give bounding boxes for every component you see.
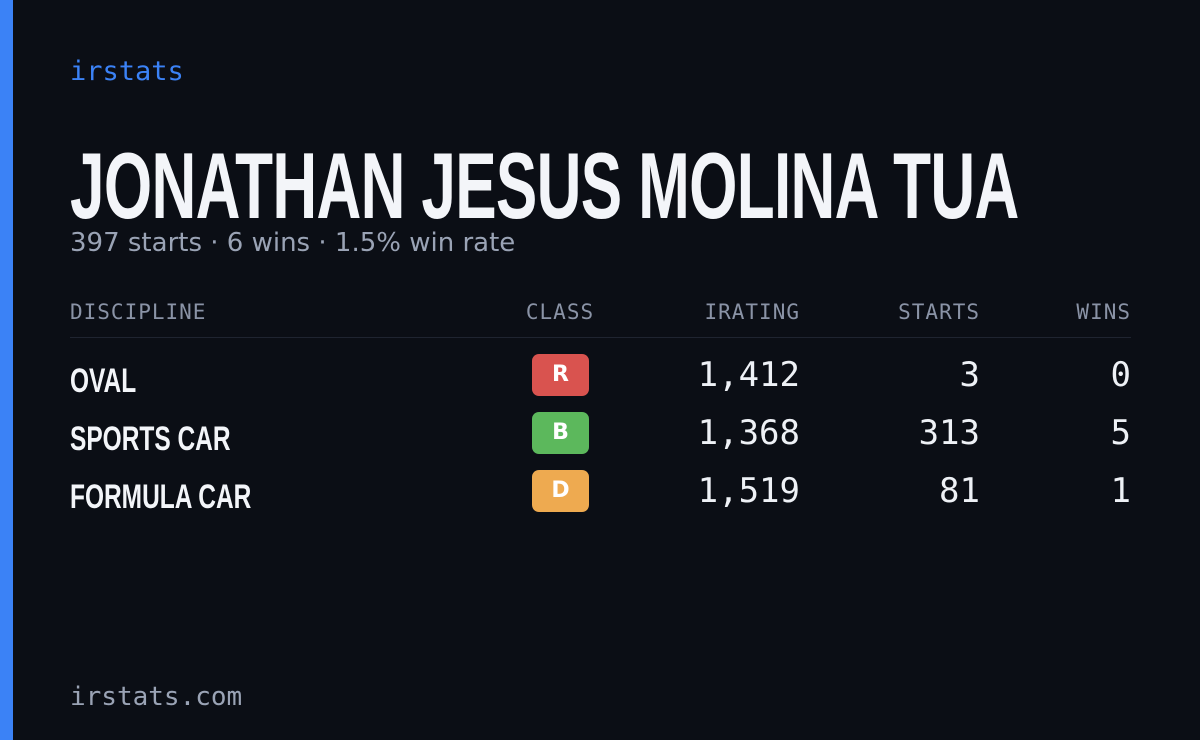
stat-value: 1,412 (697, 355, 800, 395)
discipline: SPORTS CAR (70, 420, 231, 458)
class-badge: R (532, 354, 589, 396)
brand: irstats (70, 56, 184, 87)
class-badge: D (532, 470, 589, 512)
column-header: STARTS (898, 300, 980, 324)
stat-value: 1,519 (697, 471, 800, 511)
divider (70, 337, 1131, 338)
discipline: FORMULA CAR (70, 478, 252, 516)
subtitle: 397 starts · 6 wins · 1.5% win rate (70, 228, 516, 258)
column-header: IRATING (704, 300, 800, 324)
class-badge: B (532, 412, 589, 454)
title: JONATHAN JESUS MOLINA TUA (70, 133, 1019, 238)
stat-value: 0 (1110, 355, 1131, 395)
stat-value: 1 (1110, 471, 1131, 511)
accent-bar (0, 0, 13, 740)
discipline: OVAL (70, 362, 137, 400)
stat-value: 3 (959, 355, 980, 395)
column-header: DISCIPLINE (70, 300, 207, 324)
stat-value: 5 (1110, 413, 1131, 453)
footer-url: irstats.com (70, 682, 243, 712)
column-header: CLASS (525, 300, 595, 324)
column-header: WINS (1076, 300, 1131, 324)
stat-value: 313 (918, 413, 980, 453)
stat-value: 81 (939, 471, 980, 511)
stat-value: 1,368 (697, 413, 800, 453)
